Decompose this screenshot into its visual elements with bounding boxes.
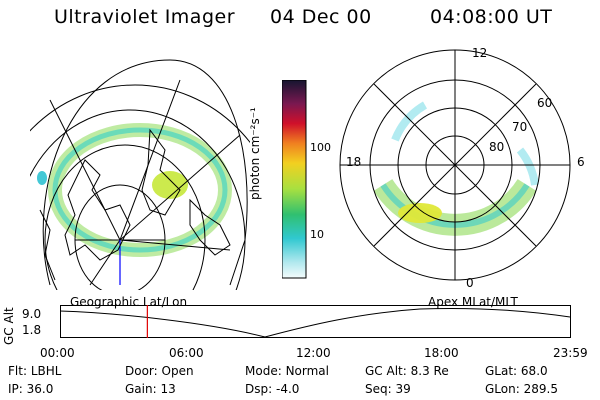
colorbar-tick-100: 100 <box>310 141 331 154</box>
colorbar <box>282 80 307 279</box>
colorbar-tick-10: 10 <box>310 228 324 241</box>
x-tick-0600: 06:00 <box>169 346 204 360</box>
apex-polar-plot <box>339 49 571 281</box>
info-gain: Gain: 13 <box>125 382 176 396</box>
info-gc-alt: GC Alt: 8.3 Re <box>365 364 449 378</box>
mlt-label-18: 18 <box>346 155 362 169</box>
x-tick-2359: 23:59 <box>553 346 588 360</box>
info-seq: Seq: 39 <box>365 382 411 396</box>
info-glat: GLat: 68.0 <box>485 364 548 378</box>
y-tick-low: 1.8 <box>22 323 42 337</box>
mlt-label-12: 12 <box>472 46 488 60</box>
lat-label-60: 60 <box>537 96 553 110</box>
y-tick-high: 9.0 <box>22 307 42 321</box>
lat-label-70: 70 <box>512 120 528 134</box>
info-mode: Mode: Normal <box>245 364 329 378</box>
x-tick-1800: 18:00 <box>424 346 459 360</box>
info-dsp: Dsp: -4.0 <box>245 382 300 396</box>
colorbar-unit: photon cm⁻²s⁻¹ <box>248 107 262 200</box>
mlt-label-0: 0 <box>466 276 474 290</box>
time-label: 04:08:00 UT <box>430 6 553 28</box>
mlt-label-6: 6 <box>577 155 585 169</box>
info-flt: Flt: LBHL <box>8 364 62 378</box>
x-tick-0000: 00:00 <box>40 346 75 360</box>
x-tick-1200: 12:00 <box>296 346 331 360</box>
geographic-auroral-image <box>30 59 250 290</box>
gc-alt-timeline <box>60 305 571 338</box>
info-glon: GLon: 289.5 <box>485 382 558 396</box>
lat-label-80: 80 <box>489 140 505 154</box>
instrument-title: Ultraviolet Imager <box>54 6 236 28</box>
info-door: Door: Open <box>125 364 194 378</box>
gc-alt-axis-label: GC Alt <box>2 307 16 345</box>
info-ip: IP: 36.0 <box>8 382 54 396</box>
date-label: 04 Dec 00 <box>270 6 372 28</box>
